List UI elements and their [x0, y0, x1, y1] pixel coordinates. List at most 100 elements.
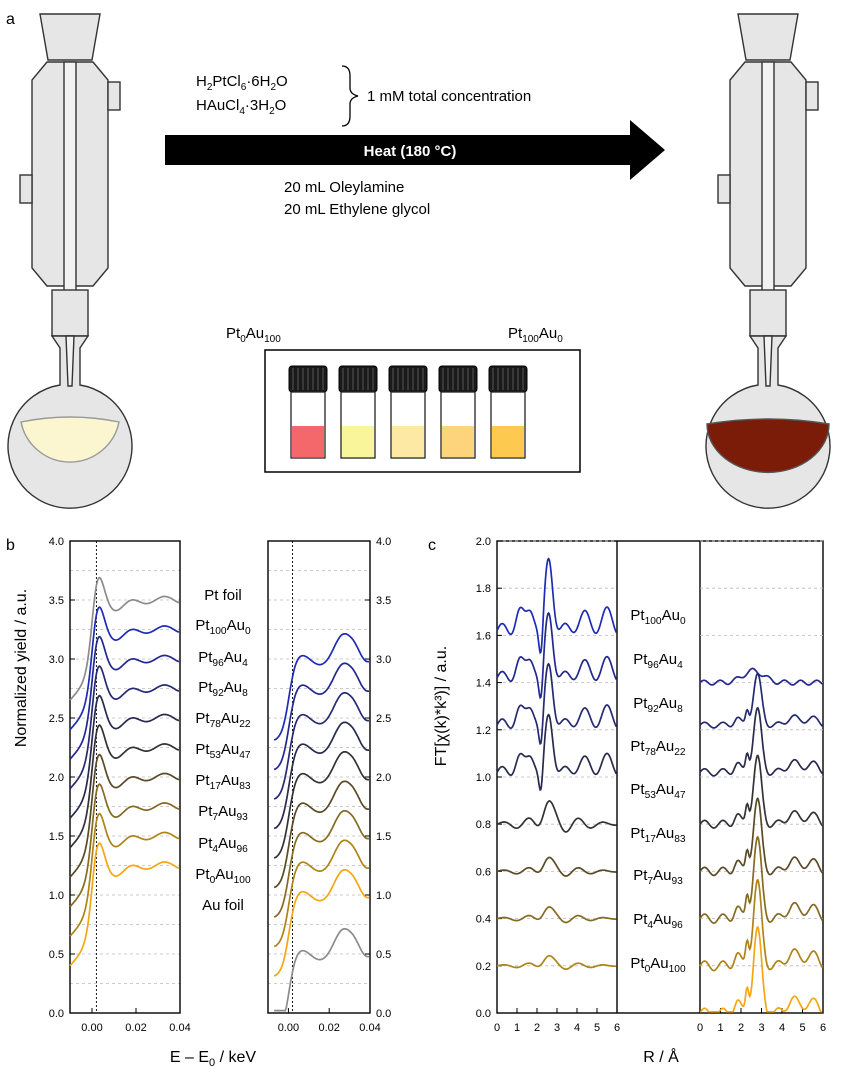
vial-1 [288, 365, 328, 459]
concentration-note: 1 mM total concentration [367, 88, 531, 105]
flask-after [705, 13, 831, 509]
tick-label: 0.6 [476, 866, 491, 878]
vial-3 [388, 365, 428, 459]
tick-label: 3.0 [376, 654, 391, 666]
vial-5 [488, 365, 528, 459]
xanes-curve [273, 691, 370, 800]
tick-label: 0.00 [278, 1022, 299, 1034]
tick-label: 4 [574, 1022, 580, 1034]
panel-b-label: b [6, 537, 15, 554]
tick-label: 0.4 [476, 914, 491, 926]
sample-label: Pt78Au22 [630, 738, 686, 758]
xanes-curve [273, 809, 370, 918]
sample-label: Pt96Au4 [633, 651, 683, 671]
xanes-au-plot: 0.0 0.5 1.0 1.5 2.0 2.5 3.0 3.5 4.0 0.00 0.02 0.04 [267, 536, 391, 1034]
vial-solution [442, 426, 474, 457]
ft-pt-curve [496, 954, 617, 970]
tick-label: 3.0 [49, 654, 64, 666]
tick-label: 3.5 [49, 595, 64, 607]
tick-label: 3.5 [376, 595, 391, 607]
panel-c-xlabel: R / Å [643, 1047, 679, 1066]
tick-label: 0.00 [81, 1022, 102, 1034]
tick-label: 1.0 [376, 890, 391, 902]
sample-label: Pt7Au93 [198, 803, 248, 823]
tick-label: 5 [594, 1022, 600, 1034]
tick-label: 5 [799, 1022, 805, 1034]
tick-label: 1.8 [476, 583, 491, 595]
sample-label: Pt100Au0 [195, 617, 251, 637]
tick-label: 1.6 [476, 630, 491, 642]
tick-label: 0.0 [49, 1008, 64, 1020]
tick-label: 0 [697, 1022, 703, 1034]
ft-pt-curve [496, 906, 617, 924]
vial-label-right: Pt100Au0 [508, 325, 563, 345]
flask-after-liquid [706, 418, 830, 474]
xanes-curve [69, 724, 180, 849]
ft-au-curve [699, 797, 824, 877]
tick-label: 0.02 [125, 1022, 146, 1034]
panel-c-label: c [428, 537, 436, 554]
ft-pt-curve [496, 800, 617, 833]
xanes-curve [69, 694, 180, 819]
sample-label: Pt53Au47 [630, 781, 686, 801]
tick-label: 3 [554, 1022, 560, 1034]
xanes-curve [69, 665, 180, 790]
xanes-curve [69, 783, 180, 908]
tick-label: 2.5 [376, 713, 391, 725]
tick-label: 0.2 [476, 961, 491, 973]
xanes-curve [273, 662, 370, 771]
tick-label: 2.0 [476, 536, 491, 548]
tick-label: 4.0 [49, 536, 64, 548]
tick-label: 3 [758, 1022, 764, 1034]
ft-pt-curve [496, 856, 617, 877]
flask-before-liquid [20, 416, 120, 463]
tick-label: 4 [779, 1022, 785, 1034]
tick-label: 0.04 [359, 1022, 380, 1034]
vial-solution [342, 426, 374, 457]
heat-arrow [165, 120, 665, 180]
tick-label: 1.0 [476, 772, 491, 784]
xanes-curve [273, 721, 370, 830]
xanes-curve [273, 839, 370, 948]
xanes-curve [69, 753, 180, 878]
tick-label: 4.0 [376, 536, 391, 548]
xanes-curve [69, 842, 180, 967]
sample-label: Pt0Au100 [630, 955, 686, 975]
sample-label: Pt17Au83 [195, 772, 251, 792]
xanes-curve [69, 606, 180, 731]
sample-label: Pt7Au93 [633, 867, 683, 887]
sample-label: Pt0Au100 [195, 866, 251, 886]
tick-label: 1.0 [49, 890, 64, 902]
ft-au-curve [699, 878, 824, 972]
sample-label: Pt78Au22 [195, 710, 251, 730]
tick-label: 1 [514, 1022, 520, 1034]
ft-pt-curve [496, 611, 618, 700]
tick-label: 2 [534, 1022, 540, 1034]
tick-label: 2 [738, 1022, 744, 1034]
ft-pt-curve [496, 662, 618, 746]
tick-label: 0.5 [49, 949, 64, 961]
sample-label: Pt96Au4 [198, 649, 248, 669]
panel-c-plots: 0.0 0.2 0.4 0.6 0.8 1.0 1.2 1.4 1.6 1.8 2.0 0 1 2 3 4 5 6… [476, 536, 826, 1034]
panel-b-ylabel: Normalized yield / a.u. [13, 589, 30, 747]
tick-label: 0.04 [169, 1022, 190, 1034]
reagent-2: HAuCl4·3H2O [196, 97, 286, 117]
ft-plots: 0.0 0.2 0.4 0.6 0.8 1.0 1.2 1.4 1.6 1.8 2.0 0 1 2 3 4 5 6… [476, 536, 826, 1034]
tick-label: 0.0 [476, 1008, 491, 1020]
xanes-curve [273, 868, 370, 977]
tick-label: 2.0 [49, 772, 64, 784]
ft-au-curve [699, 706, 824, 777]
panel-b-plots: 0.00.51.01.52.02.53.03.54.00.00 0.02 0.040… [49, 536, 392, 1034]
sample-label: Pt92Au8 [198, 679, 248, 699]
ft-au-curve [699, 754, 824, 829]
sample-label: Pt foil [204, 587, 242, 604]
ft-pt-curve [496, 557, 618, 655]
sample-label: Pt17Au83 [630, 825, 686, 845]
ft-au-curve [699, 672, 824, 729]
tick-label: 0 [494, 1022, 500, 1034]
ft-au-curve [699, 835, 824, 924]
heat-label: Heat (180 °C) [364, 143, 457, 160]
brace [341, 65, 359, 127]
solvent-1: 20 mL Oleylamine [284, 179, 404, 196]
